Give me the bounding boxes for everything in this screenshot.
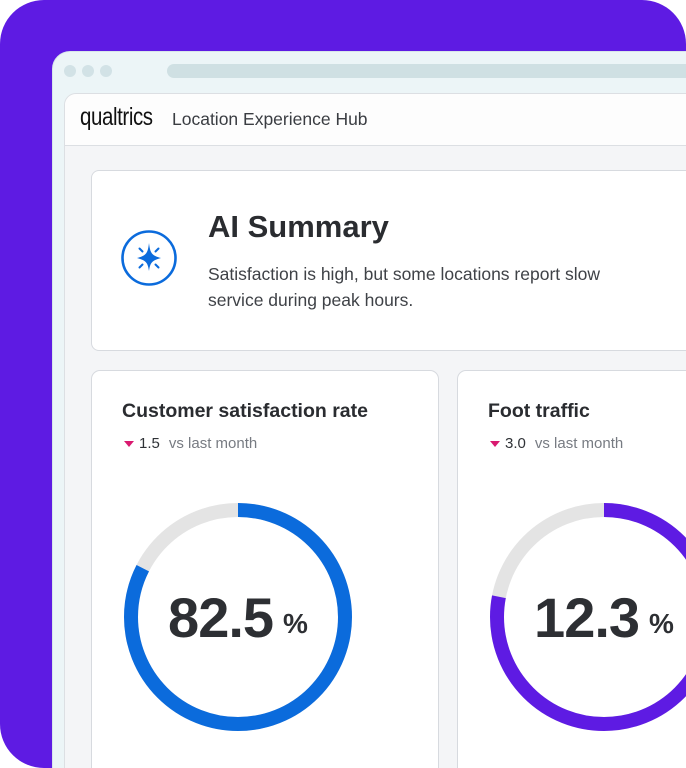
donut-gauge: 12.3 % [488,501,686,733]
window-minimize-dot[interactable] [82,65,94,77]
metric-title: Foot traffic [488,400,590,422]
metric-unit: % [283,608,308,639]
address-bar[interactable] [167,64,686,78]
down-triangle-icon [490,441,500,447]
delta-value: 1.5 [139,435,160,452]
gauge-ring [124,503,352,731]
metric-delta: 3.0 vs last month [490,435,623,452]
sparkle-icon [120,229,178,287]
qualtrics-logo[interactable]: qualtrics [80,103,153,131]
page-title: Location Experience Hub [172,109,368,129]
metric-delta: 1.5 vs last month [124,435,257,452]
window-controls [64,65,112,77]
delta-label: vs last month [534,435,624,452]
metric-unit: % [649,608,674,639]
metric-card-satisfaction[interactable]: Customer satisfaction rate 1.5 vs last m… [91,370,439,768]
gauge-value: 12.3 % [488,501,686,733]
metric-value: 82.5 [168,585,274,649]
ai-summary-title: AI Summary [208,209,389,244]
down-triangle-icon [124,441,134,447]
donut-gauge: 82.5 % [122,501,354,733]
browser-window: qualtrics Location Experience Hub AI Sum… [52,51,686,768]
metric-title: Customer satisfaction rate [122,400,368,422]
metric-value: 12.3 [534,585,640,649]
delta-value: 3.0 [505,435,526,452]
gauge-value: 82.5 % [122,501,354,733]
app-content: qualtrics Location Experience Hub AI Sum… [64,93,686,768]
gauge-ring [490,503,686,731]
window-close-dot[interactable] [64,65,76,77]
ai-summary-text: Satisfaction is high, but some locations… [208,264,600,310]
ai-summary-card: AI Summary Satisfaction is high, but som… [91,170,686,351]
metric-card-foot-traffic[interactable]: Foot traffic 3.0 vs last month 12.3 % [457,370,686,768]
window-maximize-dot[interactable] [100,65,112,77]
delta-label: vs last month [168,435,258,452]
app-header: qualtrics Location Experience Hub [65,94,686,146]
